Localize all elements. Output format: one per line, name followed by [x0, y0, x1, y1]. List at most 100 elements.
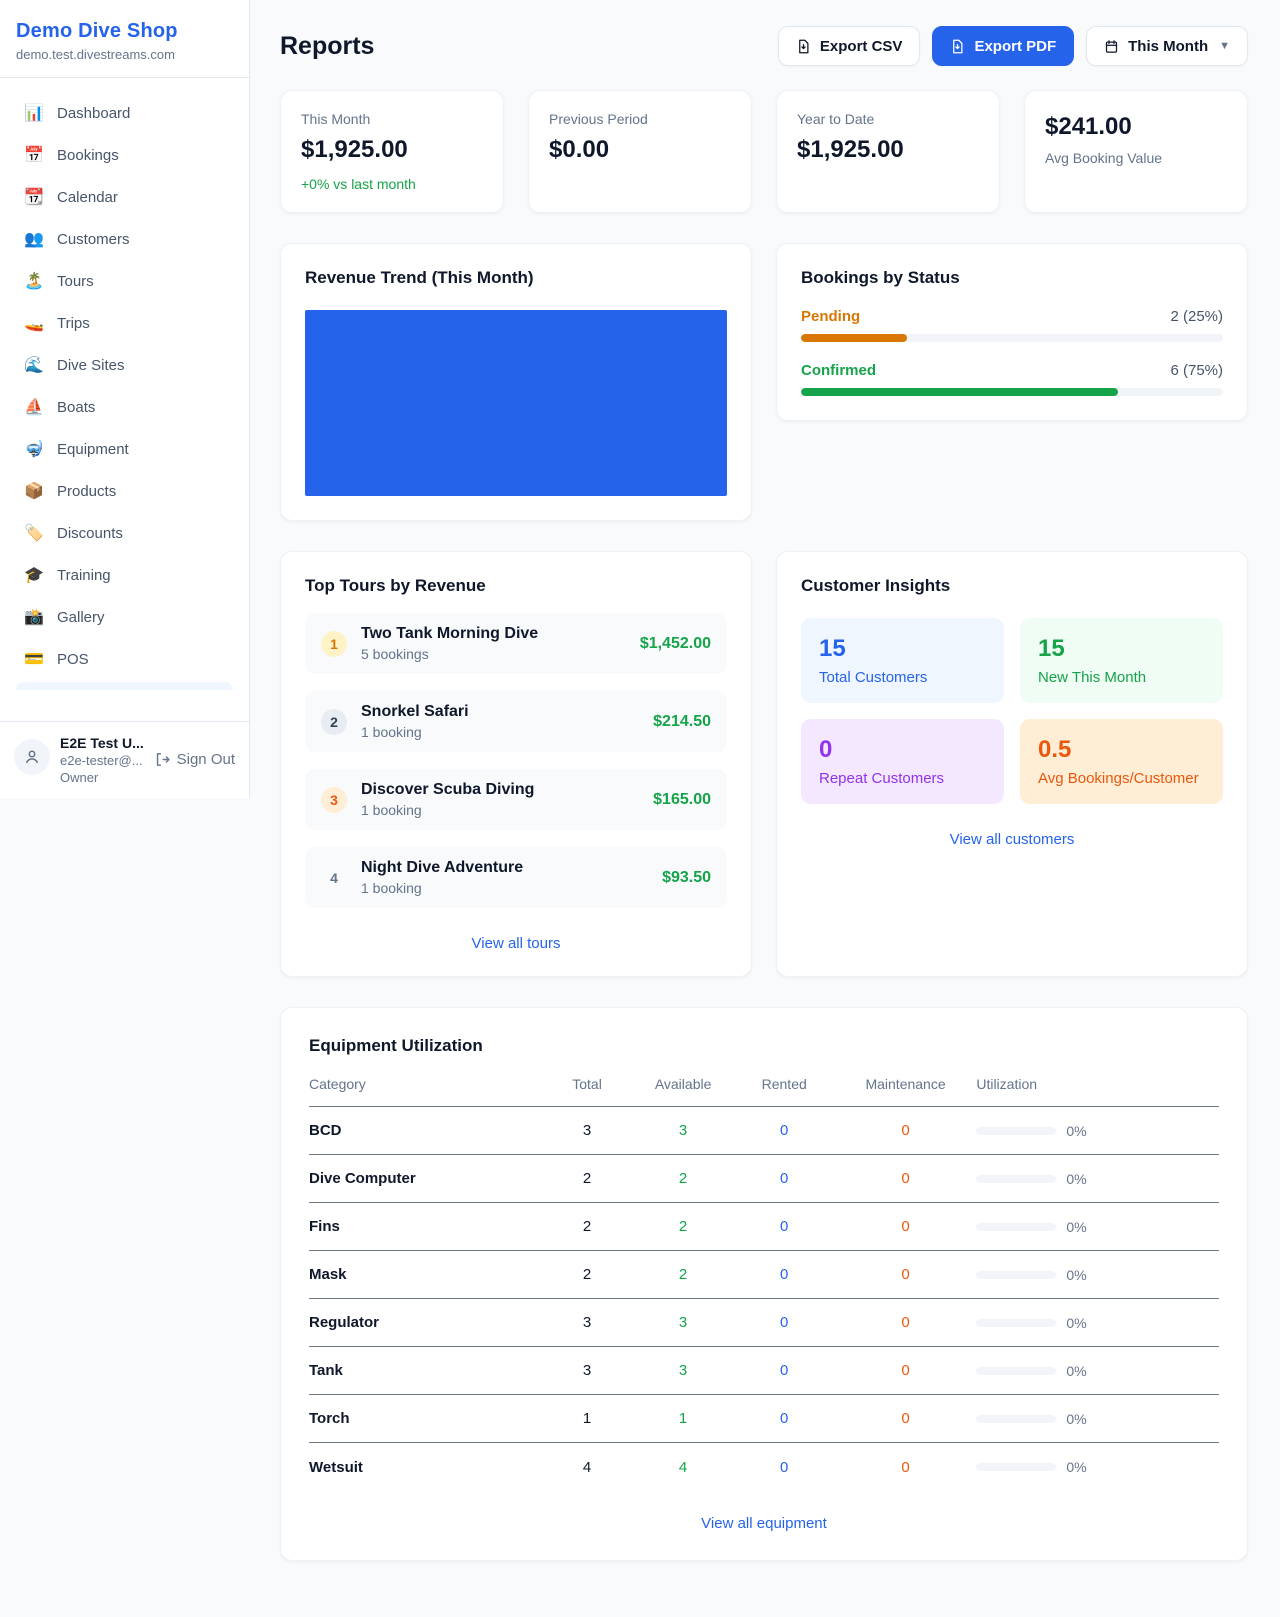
- person-icon: [26, 750, 38, 763]
- cell-total: 3: [582, 1314, 592, 1331]
- col-maintenance: Maintenance: [865, 1076, 946, 1092]
- tour-revenue: $165.00: [653, 790, 711, 808]
- col-rented: Rented: [761, 1076, 807, 1092]
- tour-name: Discover Scuba Diving: [361, 781, 535, 798]
- equipment-table: Category Total Available Rented Maintena…: [309, 1076, 1219, 1491]
- col-total: Total: [572, 1076, 602, 1092]
- col-utilization: Utilization: [976, 1076, 1038, 1092]
- logout-icon: [156, 753, 170, 766]
- sidebar-item-discounts[interactable]: 🏷️ Discounts: [12, 514, 237, 552]
- sign-out-button[interactable]: Sign Out: [154, 751, 235, 768]
- stat-label: This Month: [301, 111, 371, 127]
- sidebar-item-calendar[interactable]: 📆 Calendar: [12, 178, 237, 216]
- sidebar-item-customers[interactable]: 👥 Customers: [12, 220, 237, 258]
- sidebar-item-reports-clipped[interactable]: [16, 682, 233, 690]
- cell-rented: 0: [780, 1458, 789, 1476]
- credit-card-icon: 💳: [24, 651, 44, 668]
- cell-maintenance: 0: [901, 1314, 910, 1331]
- cell-utilization: 0%: [976, 1267, 1219, 1283]
- rank-badge: 2: [321, 708, 347, 735]
- sidebar-item-products[interactable]: 📦 Products: [12, 472, 237, 510]
- cell-category: BCD: [309, 1122, 342, 1139]
- sidebar-item-label: Training: [57, 566, 111, 584]
- sidebar-item-boats[interactable]: ⛵ Boats: [12, 388, 237, 426]
- export-pdf-button[interactable]: Export PDF: [932, 26, 1075, 66]
- sidebar-item-training[interactable]: 🎓 Training: [12, 556, 237, 594]
- tour-name: Two Tank Morning Dive: [361, 625, 539, 642]
- utilization-bar: [976, 1270, 1057, 1279]
- sidebar-item-dive-sites[interactable]: 🌊 Dive Sites: [12, 346, 237, 384]
- utilization-bar: [976, 1126, 1057, 1135]
- dashboard-icon: 📊: [24, 105, 44, 122]
- sidebar-item-label: Trips: [57, 314, 90, 332]
- utilization-pct: 0%: [1066, 1314, 1087, 1331]
- cell-utilization: 0%: [976, 1123, 1219, 1139]
- cell-category: Torch: [309, 1410, 350, 1427]
- cell-category: Regulator: [309, 1314, 380, 1331]
- period-dropdown[interactable]: This Month ▼: [1086, 26, 1248, 66]
- tour-row: 3 Discover Scuba Diving 1 booking $165.0…: [305, 769, 727, 830]
- cell-maintenance: 0: [901, 1122, 910, 1139]
- sidebar-item-pos[interactable]: 💳 POS: [12, 640, 237, 678]
- top-tours-panel: Top Tours by Revenue 1 Two Tank Morning …: [280, 551, 752, 977]
- export-csv-button[interactable]: Export CSV: [777, 26, 921, 66]
- view-all-tours-link[interactable]: View all tours: [471, 935, 561, 952]
- tour-revenue: $93.50: [662, 868, 711, 886]
- col-available: Available: [654, 1076, 712, 1092]
- cell-category: Wetsuit: [309, 1458, 363, 1476]
- status-row-confirmed: Confirmed 6 (75%): [801, 362, 1223, 396]
- stat-card-previous-period: Previous Period $0.00: [528, 90, 752, 213]
- utilization-pct: 0%: [1066, 1218, 1087, 1235]
- speedboat-icon: 🚤: [24, 315, 44, 332]
- cell-maintenance: 0: [901, 1410, 910, 1427]
- status-label: Confirmed: [801, 362, 876, 379]
- cell-maintenance: 0: [901, 1218, 910, 1235]
- calendar-icon: 📆: [24, 189, 44, 206]
- sidebar-item-equipment[interactable]: 🤿 Equipment: [12, 430, 237, 468]
- sidebar-item-label: Dashboard: [57, 104, 131, 122]
- customer-insights-panel: Customer Insights 15 Total Customers 15 …: [776, 551, 1248, 977]
- sailboat-icon: ⛵: [24, 399, 44, 416]
- shop-logo-block: Demo Dive Shop demo.test.divestreams.com: [0, 0, 249, 78]
- table-row: Torch 1 1 0 0 0%: [309, 1395, 1219, 1443]
- sidebar-item-label: Calendar: [57, 188, 118, 206]
- table-row: BCD 3 3 0 0 0%: [309, 1107, 1219, 1155]
- rank-badge: 4: [330, 869, 338, 886]
- cell-rented: 0: [780, 1266, 789, 1283]
- cell-available: 3: [678, 1314, 688, 1331]
- user-role: Owner: [60, 770, 99, 785]
- sidebar-item-label: POS: [57, 650, 89, 668]
- charts-row: Revenue Trend (This Month) Bookings by S…: [280, 243, 1248, 521]
- sidebar-item-trips[interactable]: 🚤 Trips: [12, 304, 237, 342]
- cell-available: 2: [678, 1218, 688, 1235]
- cell-rented: 0: [780, 1170, 789, 1187]
- utilization-pct: 0%: [1066, 1170, 1087, 1187]
- tour-bookings: 1 booking: [361, 802, 422, 818]
- sidebar-item-label: Tours: [57, 272, 94, 290]
- sidebar-item-bookings[interactable]: 📅 Bookings: [12, 136, 237, 174]
- sidebar: Demo Dive Shop demo.test.divestreams.com…: [0, 0, 250, 798]
- insight-value: 0.5: [1038, 736, 1072, 763]
- export-csv-label: Export CSV: [819, 37, 903, 55]
- cell-category: Dive Computer: [309, 1170, 416, 1187]
- sidebar-item-gallery[interactable]: 📸 Gallery: [12, 598, 237, 636]
- sidebar-item-tours[interactable]: 🏝️ Tours: [12, 262, 237, 300]
- view-all-equipment-link[interactable]: View all equipment: [701, 1515, 827, 1532]
- cell-total: 2: [582, 1266, 592, 1283]
- sidebar-item-label: Products: [57, 482, 117, 500]
- export-pdf-label: Export PDF: [974, 37, 1057, 55]
- page-header: Reports Export CSV Export PDF: [280, 26, 1248, 66]
- chevron-down-icon: ▼: [1219, 40, 1230, 52]
- table-row: Tank 3 3 0 0 0%: [309, 1347, 1219, 1395]
- cell-rented: 0: [780, 1218, 789, 1235]
- sidebar-item-dashboard[interactable]: 📊 Dashboard: [12, 94, 237, 132]
- insight-label: Avg Bookings/Customer: [1038, 770, 1199, 787]
- user-panel: E2E Test U... e2e-tester@... Owner Sign …: [0, 721, 249, 798]
- view-all-customers-link[interactable]: View all customers: [949, 831, 1075, 848]
- cell-total: 3: [582, 1122, 592, 1139]
- cell-total: 4: [582, 1458, 592, 1476]
- user-email: e2e-tester@...: [60, 753, 143, 768]
- bookings-by-status-panel: Bookings by Status Pending 2 (25%) Confi…: [776, 243, 1248, 421]
- tour-bookings: 5 bookings: [361, 646, 429, 662]
- table-row: Wetsuit 4 4 0 0 0%: [309, 1443, 1219, 1491]
